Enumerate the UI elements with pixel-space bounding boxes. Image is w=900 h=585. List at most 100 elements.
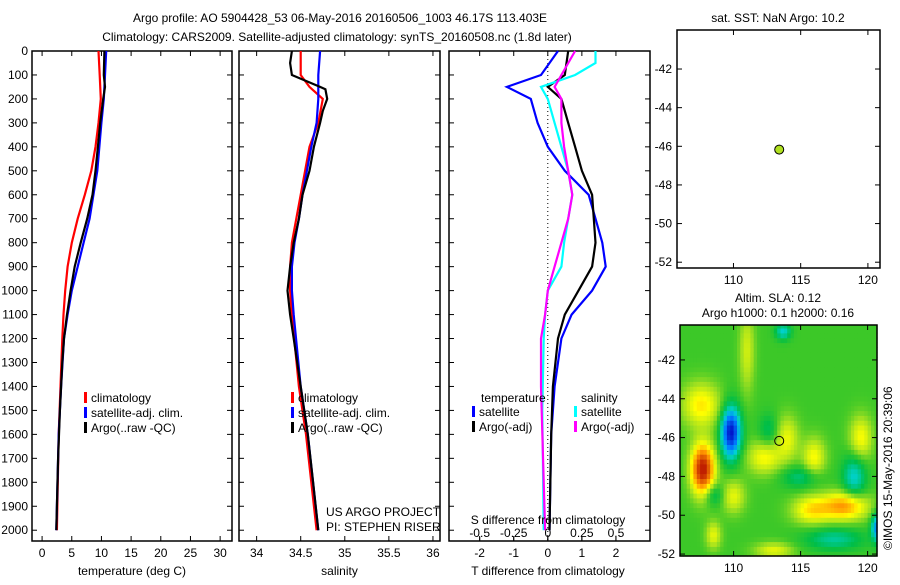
sla-cell <box>730 551 735 557</box>
sla-cell <box>854 483 859 489</box>
sla-cell <box>787 386 792 392</box>
sla-cell <box>860 361 865 368</box>
sla-cell <box>740 395 745 402</box>
sla-cell <box>767 526 772 533</box>
sla-cell <box>864 366 869 373</box>
sla-cell <box>680 488 684 494</box>
sla-cell <box>824 357 829 363</box>
sla-cell <box>874 522 878 528</box>
sla-cell <box>753 429 758 436</box>
sla-cell <box>847 541 852 547</box>
sla-cell <box>864 342 869 348</box>
sla-cell <box>763 531 768 538</box>
sla-cell <box>757 502 762 509</box>
sla-cell <box>720 526 725 533</box>
sla-cell <box>837 376 842 382</box>
sla-cell <box>730 347 735 353</box>
sla-cell <box>726 458 731 465</box>
sla-cell <box>726 425 731 431</box>
sla-cell <box>696 405 701 412</box>
sla-cell <box>753 468 758 475</box>
sla-cell <box>864 357 869 363</box>
sla-cell <box>770 478 775 484</box>
sla-cell <box>860 526 865 533</box>
sla-cell <box>757 352 762 358</box>
sla-cell <box>737 473 741 479</box>
sla-cell <box>726 517 731 523</box>
sla-cell <box>720 517 725 523</box>
sla-cell <box>800 536 805 543</box>
sla-cell <box>726 531 731 538</box>
sla-cell <box>793 400 798 407</box>
sla-cell <box>680 536 684 543</box>
sla-cell <box>777 468 782 475</box>
sla-cell <box>716 502 721 509</box>
sla-cell <box>797 325 802 329</box>
sla-cell <box>834 478 839 484</box>
sla-cell <box>686 420 691 426</box>
sla-cell <box>844 517 849 523</box>
sla-cell <box>810 332 815 339</box>
sla-cell <box>693 405 698 412</box>
sla-cell <box>800 332 805 339</box>
x-tick-label: 25 <box>184 546 198 560</box>
sla-cell <box>860 458 865 465</box>
sla-cell <box>860 512 865 518</box>
sla-cell <box>817 473 822 479</box>
x-tick-label: 0 <box>39 546 46 560</box>
sla-cell <box>706 454 711 460</box>
sla-cell <box>773 415 778 421</box>
sla-cell <box>763 541 768 547</box>
sla-cell <box>690 415 695 421</box>
sla-cell <box>834 429 839 436</box>
sla-cell <box>710 458 715 465</box>
sla-cell <box>680 327 684 334</box>
sla-cell <box>706 483 711 489</box>
sla-map-title-line1: Altim. SLA: 0.12 <box>735 291 821 305</box>
sla-cell <box>820 531 825 538</box>
sla-cell <box>777 371 782 378</box>
sla-cell <box>747 444 751 450</box>
sla-cell <box>814 429 818 436</box>
sla-cell <box>710 327 715 334</box>
sla-cell <box>854 352 859 358</box>
sla-cell <box>810 347 815 353</box>
sla-cell <box>700 449 705 455</box>
sla-cell <box>787 531 792 538</box>
sla-cell <box>830 395 835 402</box>
sla-cell <box>810 395 815 402</box>
sla-cell <box>837 478 842 484</box>
sla-cell <box>800 405 805 412</box>
sla-cell <box>804 458 808 465</box>
sla-cell <box>804 449 808 455</box>
sla-cell <box>864 526 869 533</box>
sla-cell <box>874 410 878 416</box>
sla-cell <box>686 434 691 441</box>
sla-cell <box>710 425 715 431</box>
sla-cell <box>867 410 872 416</box>
sla-cell <box>800 425 805 431</box>
sla-cell <box>757 468 762 475</box>
sla-cell <box>787 541 792 547</box>
sla-cell <box>713 454 718 460</box>
sla-cell <box>850 551 855 557</box>
y-tick-label: 1100 <box>2 308 28 322</box>
sla-cell <box>743 325 748 329</box>
sla-cell <box>780 429 785 436</box>
sla-cell <box>767 415 772 421</box>
legend-label: satellite-adj. clim. <box>91 406 183 420</box>
sla-cell <box>703 507 708 513</box>
sla-cell <box>820 497 825 504</box>
lat-tick-label: -50 <box>658 508 676 522</box>
y-tick-label: 600 <box>8 188 28 202</box>
sla-cell <box>850 410 855 416</box>
sla-cell <box>740 502 745 509</box>
sla-cell <box>773 425 778 431</box>
sla-cell <box>804 463 808 470</box>
sla-cell <box>874 458 878 465</box>
sla-cell <box>850 444 855 450</box>
sla-cell <box>680 531 684 538</box>
sla-cell <box>783 439 788 445</box>
sla-cell <box>787 434 792 441</box>
sla-cell <box>857 352 862 358</box>
